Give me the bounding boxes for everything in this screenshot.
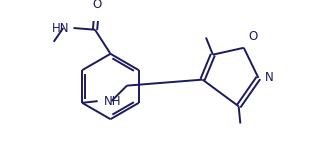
Text: NH: NH [104, 95, 121, 108]
Text: O: O [248, 31, 257, 43]
Text: O: O [92, 0, 101, 11]
Text: N: N [265, 71, 274, 84]
Text: HN: HN [52, 21, 69, 35]
